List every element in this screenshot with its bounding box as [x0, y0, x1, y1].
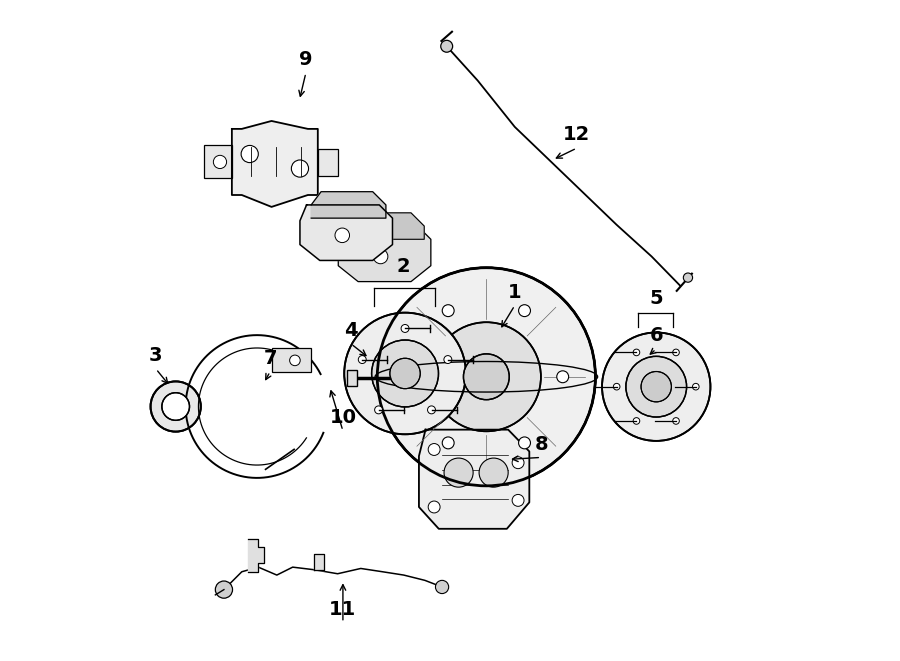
Circle shape [602, 332, 710, 441]
Circle shape [432, 322, 541, 431]
Polygon shape [311, 192, 386, 218]
Text: 3: 3 [149, 346, 163, 365]
Circle shape [428, 444, 440, 455]
Circle shape [335, 228, 349, 243]
Circle shape [344, 313, 466, 434]
Text: 12: 12 [563, 126, 590, 144]
Polygon shape [314, 554, 324, 570]
Circle shape [442, 437, 454, 449]
Text: 4: 4 [344, 321, 357, 340]
Circle shape [444, 356, 452, 364]
Circle shape [377, 268, 596, 486]
Circle shape [401, 325, 409, 332]
Circle shape [626, 356, 687, 417]
FancyBboxPatch shape [318, 149, 338, 176]
Circle shape [464, 354, 509, 400]
Text: 2: 2 [397, 257, 410, 276]
Text: 11: 11 [329, 600, 356, 619]
Polygon shape [248, 539, 264, 572]
Text: 5: 5 [650, 290, 663, 308]
Circle shape [633, 349, 640, 356]
Polygon shape [338, 226, 431, 282]
Text: 9: 9 [299, 50, 312, 69]
Text: 7: 7 [264, 349, 277, 368]
Circle shape [372, 340, 438, 407]
Circle shape [672, 418, 680, 424]
Circle shape [518, 437, 530, 449]
Circle shape [162, 393, 190, 420]
Circle shape [633, 418, 640, 424]
FancyBboxPatch shape [204, 145, 232, 178]
Polygon shape [300, 205, 392, 260]
Circle shape [557, 371, 569, 383]
Text: 1: 1 [508, 283, 522, 301]
Polygon shape [418, 430, 529, 529]
Circle shape [442, 305, 454, 317]
Circle shape [444, 458, 473, 487]
Circle shape [374, 249, 388, 264]
Circle shape [512, 457, 524, 469]
Circle shape [683, 273, 693, 282]
Circle shape [215, 581, 232, 598]
Circle shape [641, 371, 671, 402]
Circle shape [428, 406, 436, 414]
Circle shape [436, 580, 449, 594]
Circle shape [428, 501, 440, 513]
Circle shape [292, 160, 309, 177]
Text: 6: 6 [650, 327, 663, 345]
Circle shape [358, 356, 366, 364]
FancyBboxPatch shape [272, 348, 311, 371]
Circle shape [614, 383, 620, 390]
Circle shape [390, 358, 420, 389]
Circle shape [150, 381, 201, 432]
Circle shape [518, 305, 530, 317]
Circle shape [479, 458, 508, 487]
Text: 10: 10 [329, 408, 356, 427]
FancyBboxPatch shape [346, 370, 357, 386]
Polygon shape [349, 213, 424, 239]
Circle shape [512, 494, 524, 506]
Circle shape [672, 349, 680, 356]
Circle shape [213, 155, 227, 169]
Polygon shape [232, 121, 318, 207]
Circle shape [441, 40, 453, 52]
Circle shape [290, 355, 301, 366]
Circle shape [404, 371, 416, 383]
Circle shape [241, 145, 258, 163]
Circle shape [692, 383, 699, 390]
Text: 8: 8 [535, 435, 548, 453]
Circle shape [374, 406, 382, 414]
